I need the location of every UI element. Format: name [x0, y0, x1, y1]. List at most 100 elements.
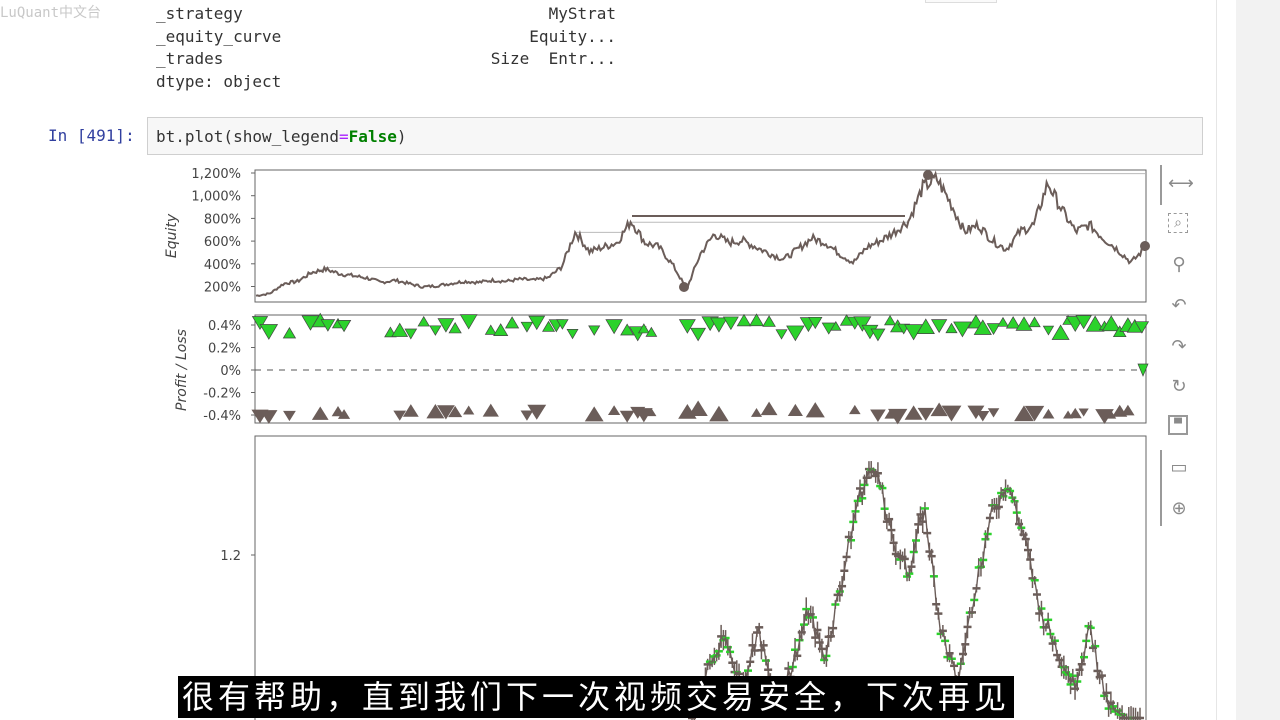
- loss-trade-marker: [527, 404, 547, 420]
- loss-trade-marker: [393, 410, 407, 421]
- loss-trade-marker: [904, 405, 923, 420]
- loss-trade-marker: [1121, 404, 1135, 416]
- wheel-zoom-icon[interactable]: ⚲: [1172, 254, 1186, 275]
- equity-line: [255, 170, 1146, 297]
- loss-trade-marker: [917, 407, 934, 421]
- redo-icon[interactable]: ↷: [1171, 336, 1187, 357]
- profit-trade-marker: [620, 323, 635, 336]
- profit-trade-marker: [870, 328, 886, 342]
- pl-tick-label: -0.2%: [203, 387, 241, 402]
- loss-trade-marker: [646, 408, 657, 417]
- loss-trade-marker: [849, 404, 861, 415]
- profit-trade-marker: [1134, 321, 1150, 334]
- profit-trade-marker: [1051, 324, 1070, 340]
- hover-icon[interactable]: ▭: [1170, 457, 1188, 478]
- box-zoom-icon[interactable]: ⌕: [1168, 213, 1188, 233]
- profit-trade-marker: [404, 328, 418, 340]
- profit-trade-marker: [556, 319, 569, 330]
- profit-trade-marker: [1137, 363, 1149, 377]
- profit-trade-marker: [973, 319, 992, 335]
- pan-icon[interactable]: ⟷: [1168, 173, 1194, 194]
- loss-trade-marker: [760, 401, 778, 416]
- equity-tick-label: 1,200%: [191, 167, 241, 182]
- profit-trade-marker: [775, 329, 788, 340]
- crosshair-icon[interactable]: ⊕: [1171, 498, 1187, 519]
- loss-trade-marker: [709, 405, 729, 422]
- peak-marker: [923, 170, 933, 180]
- loss-trade-marker: [941, 405, 962, 422]
- output-key: _trades: [156, 49, 224, 68]
- code-end: ): [396, 127, 407, 146]
- pl-tick-label: -0.4%: [203, 409, 241, 424]
- loss-trade-marker: [1014, 405, 1034, 422]
- profit-trade-marker: [853, 316, 872, 332]
- code-cell-input[interactable]: bt.plot(show_legend=False): [147, 117, 1203, 155]
- profit-trade-marker: [986, 323, 1001, 336]
- ohlc-panel[interactable]: [254, 435, 1147, 720]
- output-key: _equity_curve: [156, 26, 282, 46]
- loss-trade-marker: [1024, 405, 1045, 422]
- reset-icon[interactable]: ↻: [1171, 376, 1187, 397]
- profit-trade-marker: [566, 329, 579, 340]
- loss-trade-marker: [750, 408, 763, 417]
- profit-trade-marker: [542, 320, 556, 332]
- loss-trade-marker: [805, 402, 825, 418]
- profit-trade-marker: [391, 322, 409, 337]
- loss-trade-marker: [482, 403, 499, 417]
- watermark: LuQuant中文台: [0, 5, 102, 21]
- profit-trade-marker: [605, 319, 623, 335]
- loss-trade-marker: [787, 403, 803, 416]
- loss-trade-marker: [1042, 408, 1055, 419]
- equity-tick-label: 1,000%: [191, 190, 241, 205]
- equity-panel[interactable]: [254, 169, 1147, 303]
- profit-trade-marker: [945, 322, 958, 334]
- output-row: _equity_curve Equity...: [156, 26, 616, 49]
- loss-trade-marker: [1095, 409, 1114, 425]
- profit-trade-marker: [1028, 316, 1041, 328]
- loss-trade-marker: [987, 408, 1000, 418]
- profit-trade-marker: [484, 324, 497, 335]
- profit-trade-marker: [930, 319, 948, 334]
- profit-trade-marker: [710, 317, 728, 333]
- loss-trade-marker: [463, 405, 475, 415]
- loss-trade-marker: [1078, 408, 1089, 417]
- loss-trade-marker: [688, 400, 708, 416]
- output-value: Equity...: [529, 26, 616, 46]
- code-keyword: False: [348, 127, 397, 146]
- profit-trade-marker: [417, 315, 430, 327]
- equity-tick-label: 400%: [204, 258, 241, 273]
- cell-output: _strategy MyStrat _equity_curve Equity... …: [156, 3, 616, 93]
- profit-trade-marker: [588, 325, 601, 336]
- toolbar-separator: [1160, 165, 1162, 205]
- loss-trade-marker: [976, 411, 990, 422]
- loss-trade-marker: [619, 410, 635, 423]
- final-equity-marker: [1140, 241, 1150, 251]
- profit-trade-marker: [528, 315, 546, 331]
- ohlc-tick-label: 1.2: [220, 549, 241, 564]
- save-icon[interactable]: ▀: [1168, 415, 1188, 435]
- profit-trade-marker: [259, 324, 279, 340]
- profit-trade-marker: [736, 313, 752, 327]
- output-row: _strategy MyStrat: [156, 3, 616, 26]
- pl-tick-label: 0.4%: [208, 319, 241, 334]
- cell-prompt: In [491]:: [48, 126, 135, 145]
- loss-trade-marker: [1068, 407, 1082, 419]
- equity-tick-label: 200%: [204, 281, 241, 296]
- ohlc-line: [691, 468, 1140, 719]
- loss-trade-marker: [607, 405, 621, 416]
- profit-trade-marker: [504, 316, 520, 329]
- profit-trade-marker: [1042, 325, 1055, 336]
- loss-trade-marker: [930, 402, 948, 417]
- plot-toolbar: ⟷ ⌕ ⚲ ↶ ↷ ↻ ▀ ▭ ⊕: [1158, 165, 1198, 526]
- profit-trade-marker: [690, 327, 707, 342]
- profit-trade-marker: [429, 325, 442, 336]
- profit-trade-marker: [1075, 315, 1092, 330]
- undo-icon[interactable]: ↶: [1171, 295, 1187, 316]
- scrollbar-track[interactable]: [1236, 0, 1280, 720]
- loss-trade-marker: [635, 408, 653, 423]
- equity-high-water-mark: [255, 173, 1145, 297]
- pl-tick-label: 0%: [220, 364, 241, 379]
- profit-trade-marker: [520, 321, 534, 333]
- profit-trade-marker: [722, 316, 739, 331]
